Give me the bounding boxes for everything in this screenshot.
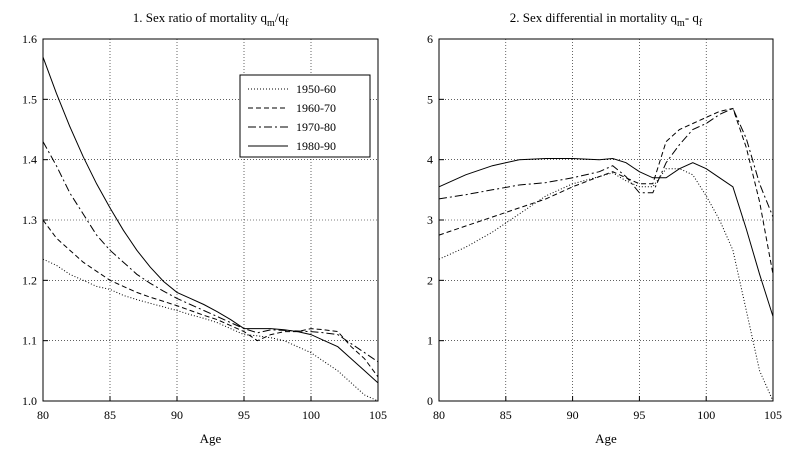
series-line-1980-90 (438, 157, 774, 317)
x-tick-label: 85 (104, 408, 116, 422)
x-axis-label: Age (200, 431, 222, 446)
series-line-1960-70 (438, 107, 774, 275)
series-line-1970-80 (42, 141, 379, 363)
y-tick-label: 1.6 (22, 32, 37, 46)
y-tick-label: 1.4 (22, 153, 37, 167)
y-tick-label: 1.2 (22, 273, 37, 287)
plot-frame (438, 38, 774, 402)
x-tick-label: 105 (764, 408, 782, 422)
y-tick-label: 0 (427, 394, 433, 408)
chart-panel-1: 80 85 90 95 100 105 1.0 1.1 1.2 1.3 1.4 1.5 1.6 1. Se… (22, 10, 387, 446)
x-tick-label: 95 (238, 408, 250, 422)
y-tick-label: 5 (427, 92, 433, 106)
x-axis-label: Age (595, 431, 617, 446)
y-tick-label: 1.5 (22, 92, 37, 106)
chart-title: 1. Sex ratio of mortality qm/qf (133, 10, 289, 29)
x-tick-label: 80 (37, 408, 49, 422)
y-tick-label: 1.3 (22, 213, 37, 227)
series-line-1950-60 (438, 168, 774, 402)
legend-label: 1980-90 (296, 139, 336, 153)
series-line-1980-90 (42, 56, 379, 384)
y-tick-label: 1.1 (22, 334, 37, 348)
series-line-1970-80 (438, 107, 774, 218)
y-tick-label: 1.0 (22, 394, 37, 408)
y-tick-label: 2 (427, 273, 433, 287)
series-line-1960-70 (42, 219, 379, 378)
chart-panel-2: 80 85 90 95 100 105 0 1 2 3 4 5 6 2. Sex differential… (427, 10, 782, 446)
x-tick-label: 100 (697, 408, 715, 422)
x-tick-label: 90 (567, 408, 579, 422)
x-tick-label: 95 (633, 408, 645, 422)
legend-box (239, 74, 371, 158)
legend-label: 1960-70 (296, 101, 336, 115)
y-tick-label: 3 (427, 213, 433, 227)
x-tick-label: 90 (171, 408, 183, 422)
legend-label: 1970-80 (296, 120, 336, 134)
legend: 1950-60 1960-70 1970-80 1980-90 (239, 74, 371, 158)
x-tick-label: 105 (369, 408, 387, 422)
chart-title: 2. Sex differential in mortality qm- qf (510, 10, 703, 29)
y-tick-label: 4 (427, 153, 433, 167)
x-tick-label: 100 (302, 408, 320, 422)
y-tick-label: 6 (427, 32, 433, 46)
legend-label: 1950-60 (296, 82, 336, 96)
y-tick-label: 1 (427, 334, 433, 348)
x-tick-label: 80 (433, 408, 445, 422)
x-tick-label: 85 (500, 408, 512, 422)
